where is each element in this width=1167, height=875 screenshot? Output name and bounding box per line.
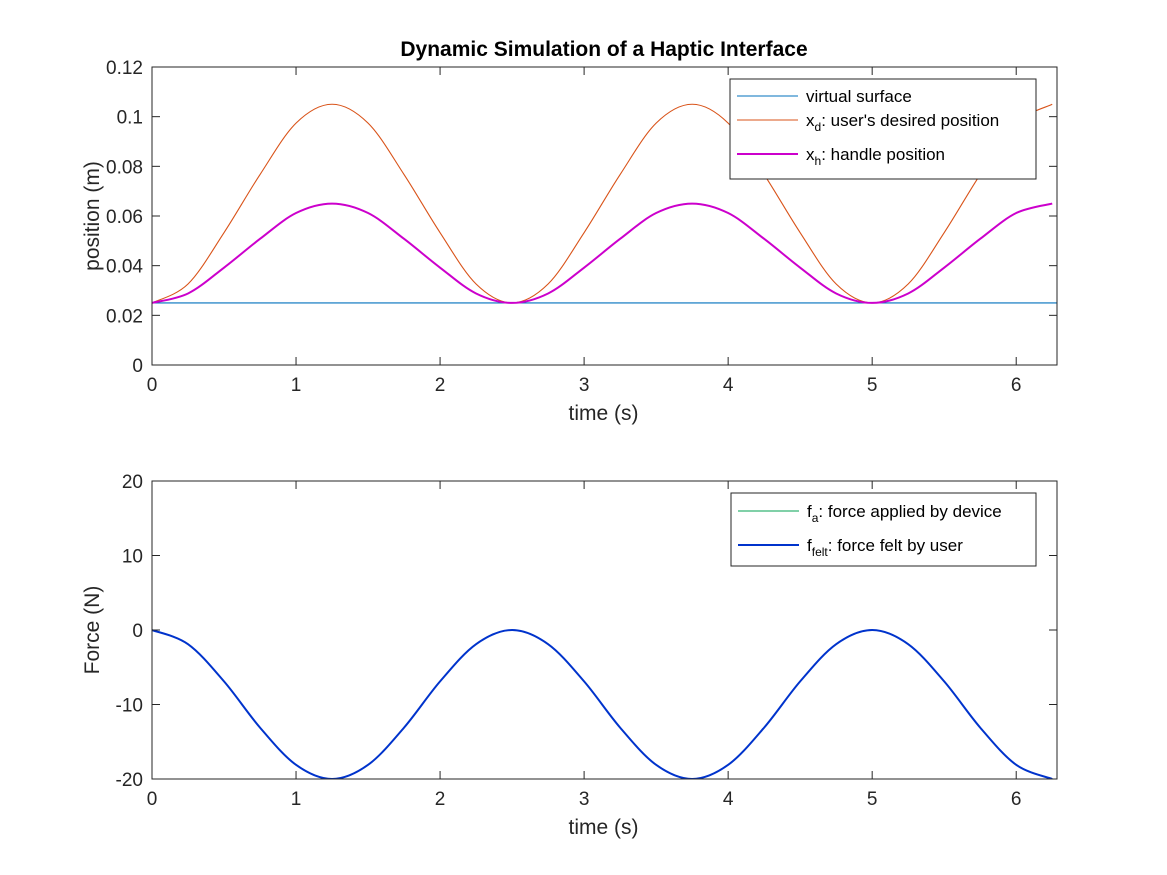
y-tick-label: 0 (132, 621, 143, 642)
x-tick-label: 0 (147, 789, 158, 810)
x-tick-label: 2 (435, 375, 446, 396)
y-axis-label: Force (N) (81, 586, 104, 675)
series-line-2 (152, 204, 1052, 303)
y-tick-label: 20 (122, 472, 143, 493)
legend-entry-0: virtual surface (806, 87, 912, 106)
y-tick-label: 0.08 (106, 157, 143, 178)
y-tick-label: 0 (132, 356, 143, 377)
x-axis-label: time (s) (569, 816, 639, 839)
y-tick-label: 0.02 (106, 306, 143, 327)
x-tick-label: 5 (867, 375, 878, 396)
figure-title: Dynamic Simulation of a Haptic Interface (400, 38, 807, 61)
position-subplot: 0 1 2 3 4 5 6 0 0.02 0.04 0.06 0.08 0.1 0.12 time (s) p… (81, 58, 1057, 425)
y-axis-label: position (m) (81, 161, 104, 271)
y-tick-label: 0.1 (117, 108, 143, 129)
x-tick-label: 4 (723, 375, 734, 396)
x-tick-label: 1 (291, 375, 302, 396)
x-tick-label: 3 (579, 375, 590, 396)
y-tick-label: 10 (122, 547, 143, 568)
x-tick-label: 6 (1011, 789, 1022, 810)
y-tick-label: -10 (116, 696, 143, 717)
series-group (152, 630, 1052, 779)
x-tick-label: 4 (723, 789, 734, 810)
y-tick-label: 0.06 (106, 207, 143, 228)
x-tick-label: 1 (291, 789, 302, 810)
y-tick-label: -20 (116, 770, 143, 791)
y-tick-label: 0.04 (106, 257, 143, 278)
series-line-1 (152, 630, 1052, 779)
x-tick-label: 5 (867, 789, 878, 810)
force-subplot: 0 1 2 3 4 5 6 -20 -10 0 10 20 time (s) Force (N) fa: f… (81, 472, 1057, 839)
y-tick-label: 0.12 (106, 58, 143, 79)
x-tick-label: 3 (579, 789, 590, 810)
x-tick-label: 6 (1011, 375, 1022, 396)
x-axis-label: time (s) (569, 402, 639, 425)
x-tick-label: 0 (147, 375, 158, 396)
x-tick-label: 2 (435, 789, 446, 810)
